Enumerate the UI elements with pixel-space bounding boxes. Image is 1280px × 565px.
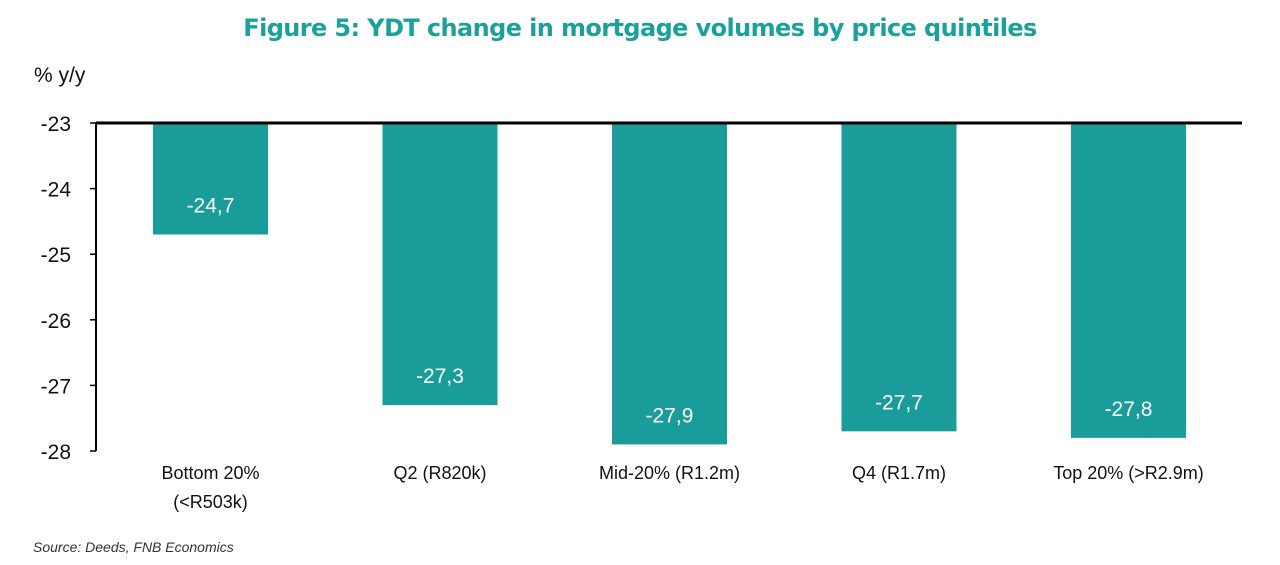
y-axis-label: % y/y — [34, 64, 86, 87]
bar — [1071, 123, 1186, 438]
category-label: Mid-20% (R1.2m) — [599, 463, 740, 483]
data-label: -27,3 — [416, 365, 464, 388]
bar — [612, 123, 727, 445]
bar — [153, 123, 268, 235]
bar — [382, 123, 498, 406]
category-label: Top 20% (>R2.9m) — [1053, 463, 1204, 483]
data-label: -27,8 — [1105, 398, 1153, 421]
y-tick-label: -27 — [41, 375, 71, 398]
y-tick-label: -25 — [41, 244, 71, 267]
bars-group — [153, 123, 1186, 445]
y-tick-label: -23 — [41, 113, 71, 136]
y-tick-label: -26 — [41, 310, 71, 333]
chart-title: Figure 5: YDT change in mortgage volumes… — [243, 14, 1037, 42]
data-label: -27,9 — [646, 404, 694, 427]
y-tick-label: -24 — [41, 179, 72, 202]
category-label: Bottom 20% — [161, 463, 259, 483]
data-label: -27,7 — [875, 391, 923, 414]
axes-group: -23 -24 -25 -26 -27 -28 — [41, 113, 1242, 464]
bar — [841, 123, 957, 432]
source-note: Source: Deeds, FNB Economics — [33, 539, 234, 555]
labels-group: -24,7 Bottom 20% (<R503k) -27,3 Q2 (R820k) -2… — [161, 195, 1203, 512]
y-tick-label: -28 — [41, 441, 71, 464]
category-label: (<R503k) — [173, 492, 248, 512]
category-label: Q4 (R1.7m) — [852, 463, 946, 483]
category-label: Q2 (R820k) — [393, 463, 486, 483]
data-label: -24,7 — [187, 195, 235, 218]
